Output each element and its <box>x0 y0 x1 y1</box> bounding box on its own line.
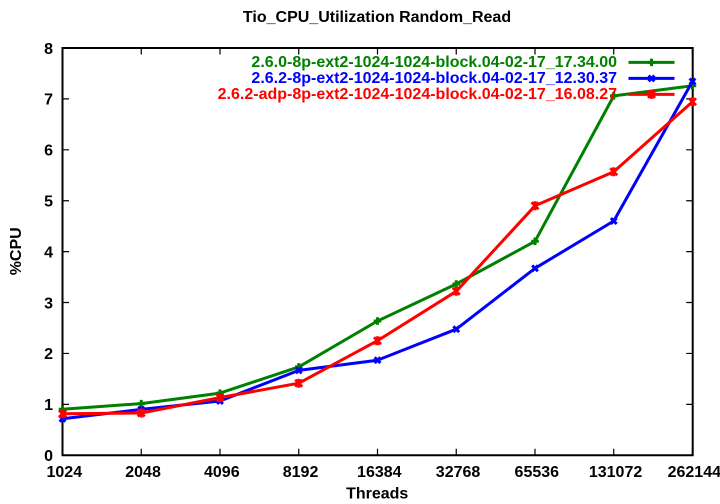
svg-text:262144: 262144 <box>668 464 720 481</box>
svg-text:4: 4 <box>44 244 53 261</box>
svg-text:2.6.2-adp-8p-ext2-1024-1024-bl: 2.6.2-adp-8p-ext2-1024-1024-block.04-02-… <box>218 86 617 103</box>
svg-text:Tio_CPU_Utilization Random_Rea: Tio_CPU_Utilization Random_Read <box>243 9 511 26</box>
svg-text:16384: 16384 <box>357 464 402 481</box>
svg-text:2.6.0-8p-ext2-1024-1024-block.: 2.6.0-8p-ext2-1024-1024-block.04-02-17_1… <box>251 54 617 71</box>
svg-text:65536: 65536 <box>515 464 560 481</box>
svg-text:2.6.2-8p-ext2-1024-1024-block.: 2.6.2-8p-ext2-1024-1024-block.04-02-17_1… <box>251 70 617 87</box>
svg-text:6: 6 <box>44 143 53 160</box>
svg-text:8192: 8192 <box>283 464 319 481</box>
svg-text:0: 0 <box>44 448 53 465</box>
svg-text:5: 5 <box>44 194 53 211</box>
svg-text:131072: 131072 <box>589 464 642 481</box>
svg-text:%CPU: %CPU <box>8 227 25 275</box>
svg-text:32768: 32768 <box>436 464 481 481</box>
svg-text:4096: 4096 <box>204 464 240 481</box>
svg-text:1: 1 <box>44 397 53 414</box>
svg-text:Threads: Threads <box>346 486 408 503</box>
svg-text:8: 8 <box>44 41 53 58</box>
svg-text:1024: 1024 <box>47 464 83 481</box>
svg-text:3: 3 <box>44 295 53 312</box>
svg-text:7: 7 <box>44 92 53 109</box>
svg-text:2048: 2048 <box>125 464 161 481</box>
svg-text:2: 2 <box>44 346 53 363</box>
